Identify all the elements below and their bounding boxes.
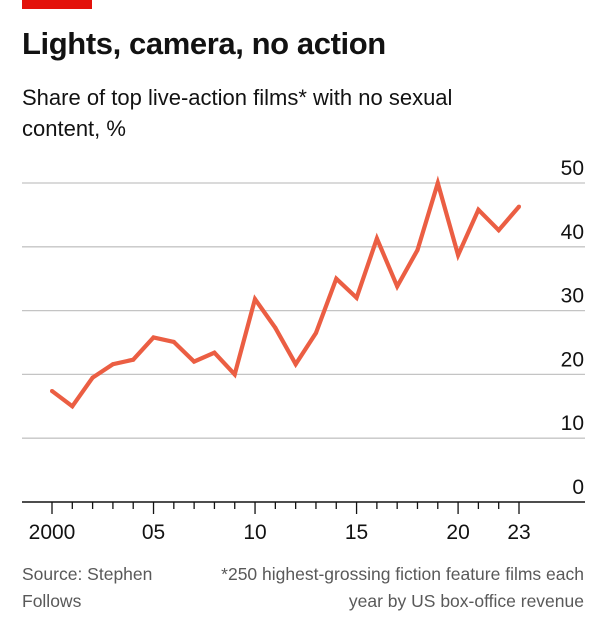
x-tick-label: 15 <box>345 521 368 544</box>
y-tick-label: 40 <box>561 221 584 244</box>
x-axis: 2000 05 10 15 20 23 <box>22 501 585 544</box>
data-point <box>456 253 461 258</box>
data-point <box>131 357 136 362</box>
data-point <box>313 330 318 335</box>
data-point <box>232 372 237 377</box>
data-point <box>334 276 339 281</box>
x-tick-label: 23 <box>507 521 530 544</box>
data-point <box>273 325 278 330</box>
data-point <box>192 359 197 364</box>
data-point <box>212 350 217 355</box>
data-point <box>354 295 359 300</box>
data-point <box>253 297 258 302</box>
data-point <box>90 375 95 380</box>
chart-subtitle: Share of top live-action films* with no … <box>22 85 453 141</box>
gridlines <box>22 182 585 439</box>
data-point <box>395 284 400 289</box>
line-chart: 0 10 20 30 40 50 2000 05 10 15 20 23 <box>22 157 585 544</box>
data-point <box>151 335 156 340</box>
data-point <box>171 339 176 344</box>
data-point <box>293 362 298 367</box>
y-tick-label: 0 <box>572 476 584 499</box>
y-tick-label: 20 <box>561 348 584 371</box>
source-note: Source: Stephen Follows <box>22 564 153 611</box>
chart-title: Lights, camera, no action <box>22 26 386 61</box>
data-point <box>110 362 115 367</box>
data-point <box>476 207 481 212</box>
data-point <box>374 236 379 241</box>
series-line <box>50 175 521 410</box>
y-tick-label: 30 <box>561 285 584 308</box>
y-tick-label: 10 <box>561 412 584 435</box>
data-point <box>496 228 501 233</box>
data-point <box>435 181 440 185</box>
series <box>50 175 521 410</box>
x-tick-label: 05 <box>142 521 165 544</box>
x-tick-label: 20 <box>446 521 469 544</box>
data-point <box>70 404 75 409</box>
accent-bar <box>22 0 92 9</box>
data-point <box>50 388 54 393</box>
x-tick-label: 10 <box>243 521 266 544</box>
footnote: *250 highest-grossing fiction feature fi… <box>221 564 584 611</box>
y-tick-label: 50 <box>561 157 584 180</box>
x-tick-label: 2000 <box>29 521 76 544</box>
data-point <box>415 247 420 252</box>
y-axis-ticks: 0 10 20 30 40 50 <box>561 157 584 499</box>
data-point <box>517 204 521 209</box>
